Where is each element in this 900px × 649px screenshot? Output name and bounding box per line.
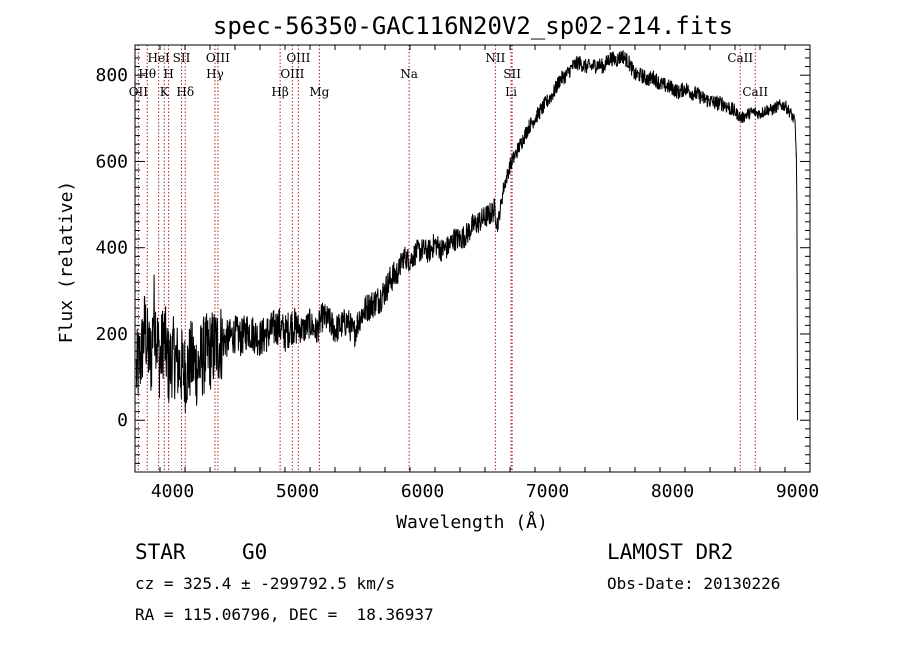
line-annotation-label: Hβ: [271, 85, 288, 99]
x-tick-label: 4000: [151, 481, 194, 502]
line-annotation-label: Hγ: [206, 67, 224, 81]
line-annotation-label: OIII: [280, 67, 304, 81]
plot-frame: [134, 44, 811, 473]
spectrum-line: [135, 50, 798, 421]
y-tick-label: 800: [95, 65, 128, 86]
line-annotations: OIIHθHeIKSIIHHδOIIIHγHβOIIIOIIIMgNaNIISI…: [129, 51, 769, 99]
line-annotation-label: CaII: [742, 85, 768, 99]
line-annotation-label: OIII: [206, 51, 230, 65]
line-annotation-label: Mg: [309, 85, 329, 99]
line-annotation-label: OIII: [286, 51, 310, 65]
x-axis-label: Wavelength (Å): [396, 511, 548, 533]
y-tick-label: 600: [95, 151, 128, 172]
object-subclass: G0: [242, 540, 268, 564]
y-tick-label: 0: [117, 410, 128, 431]
x-tick-label: 9000: [776, 481, 819, 502]
plot-border: [134, 44, 811, 473]
redshift-line: cz = 325.4 ± -299792.5 km/s: [135, 574, 396, 593]
x-tick-label: 7000: [526, 481, 569, 502]
line-annotation-label: OII: [129, 85, 149, 99]
y-axis-label: Flux (relative): [56, 181, 77, 344]
object-type: STAR: [135, 540, 186, 564]
line-annotation-label: SII: [503, 67, 521, 81]
survey-name: LAMOST DR2: [607, 540, 734, 564]
line-annotation-label: H: [163, 67, 173, 81]
y-tick-label: 200: [95, 324, 128, 345]
x-tick-label: 6000: [401, 481, 444, 502]
line-annotation-label: K: [160, 85, 170, 99]
line-annotation-label: NII: [485, 51, 505, 65]
line-annotation-label: Hδ: [176, 85, 194, 99]
obs-date: Obs-Date: 20130226: [607, 574, 781, 593]
line-annotation-label: Hθ: [138, 67, 156, 81]
x-tick-label: 5000: [276, 481, 319, 502]
line-annotation-label: CaII: [727, 51, 753, 65]
line-annotation-label: Li: [505, 85, 517, 99]
line-annotation-label: SII: [173, 51, 191, 65]
line-markers: [137, 45, 756, 472]
y-axis: 0 200 400 600 800: [95, 48, 810, 464]
x-axis: 4000 5000 6000 7000 8000 9000: [134, 45, 819, 502]
y-tick-label: 400: [95, 238, 128, 259]
x-tick-label: 8000: [651, 481, 694, 502]
line-annotation-label: Na: [400, 67, 418, 81]
line-annotation-label: HeI: [147, 51, 170, 65]
coordinates: RA = 115.06796, DEC = 18.36937: [135, 605, 434, 624]
chart-title: spec-56350-GAC116N20V2_sp02-214.fits: [213, 12, 733, 40]
